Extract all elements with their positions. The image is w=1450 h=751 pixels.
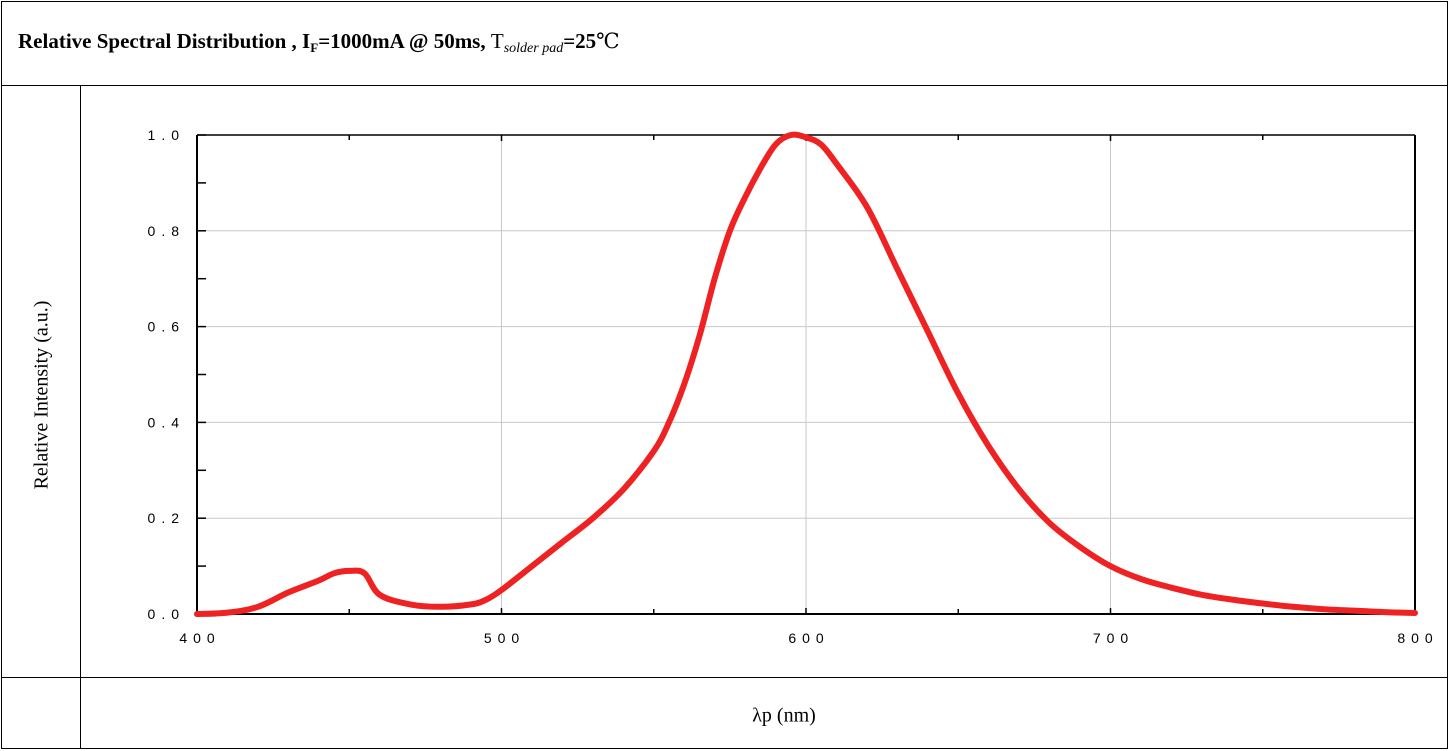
x-tick-label: 700 bbox=[1093, 630, 1134, 646]
x-tick-label: 600 bbox=[788, 630, 829, 646]
spectrum-series-line bbox=[194, 131, 1418, 617]
title-prefix: Relative Spectral Distribution , I bbox=[18, 29, 311, 53]
series-group bbox=[194, 131, 1418, 617]
y-tick-label: 0.2 bbox=[148, 510, 185, 526]
title-if-subscript: F bbox=[310, 40, 319, 55]
title-suffix: =25 bbox=[563, 29, 597, 53]
x-tick-label: 500 bbox=[484, 630, 525, 646]
y-tick-label: 0.8 bbox=[148, 223, 185, 239]
label-column-divider bbox=[80, 85, 81, 749]
y-tick-label: 0.6 bbox=[148, 319, 185, 335]
tick-labels: 400 500 600 700 800 0.0 0.2 0.4 0.6 0.8 1.0 bbox=[148, 127, 1438, 646]
chart-title: Relative Spectral Distribution , IF=1000… bbox=[18, 29, 620, 57]
title-unit: ℃ bbox=[596, 29, 620, 53]
x-tick-label: 400 bbox=[179, 630, 220, 646]
grid-lines bbox=[197, 135, 1415, 614]
header-divider bbox=[1, 85, 1448, 86]
y-tick-label: 1.0 bbox=[148, 127, 185, 143]
y-tick-label: 0.0 bbox=[148, 606, 185, 622]
x-tick-label: 800 bbox=[1397, 630, 1438, 646]
title-mid: =1000mA @ 50ms, bbox=[318, 29, 491, 53]
title-t: T bbox=[490, 29, 504, 53]
x-axis-label: λp (nm) bbox=[752, 704, 816, 727]
y-tick-label: 0.4 bbox=[148, 414, 185, 430]
footer-divider bbox=[1, 677, 1448, 678]
title-t-subscript: solder pad bbox=[503, 41, 564, 56]
